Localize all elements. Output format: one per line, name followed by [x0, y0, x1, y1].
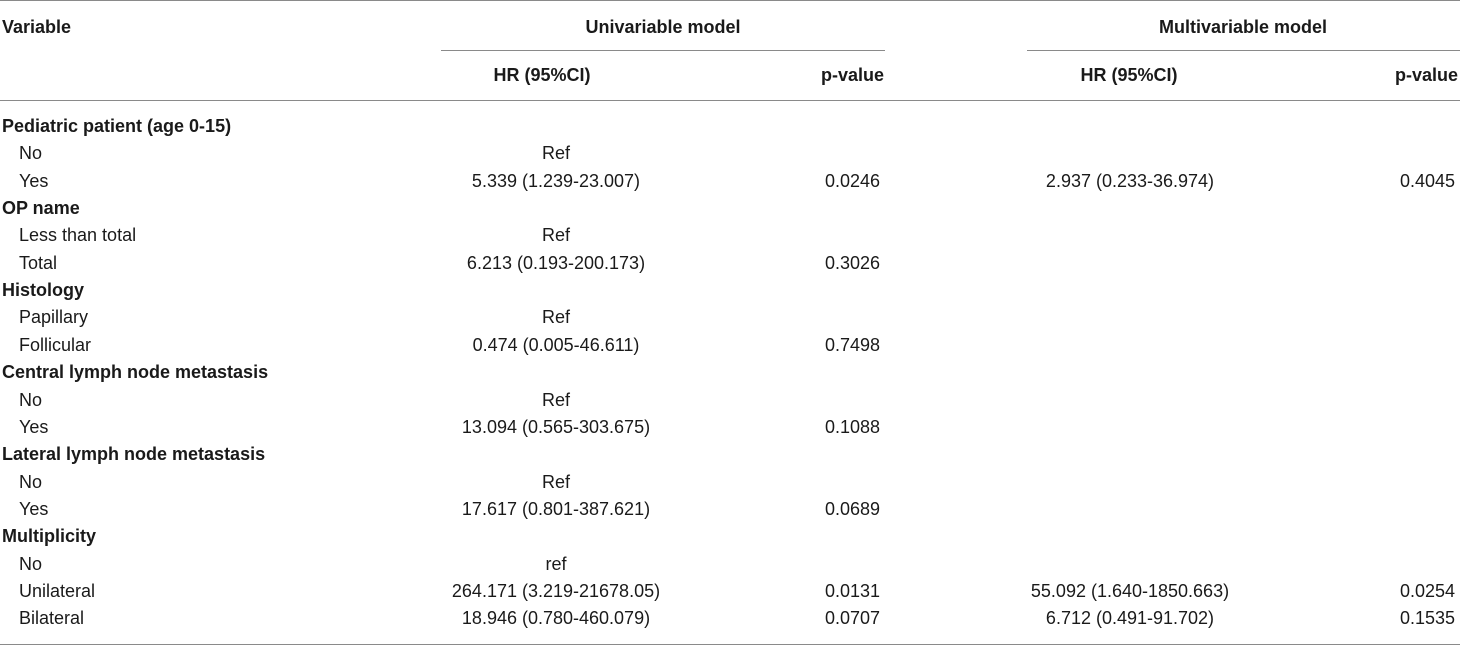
multi-hr-cell: 6.712 (0.491-91.702) [1045, 608, 1215, 629]
row-label: Papillary [19, 307, 89, 328]
multivariable-underline [1027, 50, 1460, 51]
group-title: Central lymph node metastasis [2, 362, 269, 383]
row-label: Unilateral [19, 581, 96, 601]
row-label: Yes [19, 416, 49, 437]
multi-pvalue-cell: 0.1535 [1399, 608, 1455, 629]
row-label: Total [19, 252, 58, 273]
uni-hr-cell: 18.946 (0.780-460.079) [461, 608, 651, 629]
uni-hr-cell: 0.474 (0.005-46.611) [472, 334, 640, 355]
uni-hr-cell: 13.094 (0.565-303.675) [461, 416, 651, 437]
row-label: Less than total [19, 225, 137, 246]
group-title: Lateral lymph node metastasis [2, 444, 266, 465]
row-label: Yes [19, 498, 49, 519]
uni-pvalue-cell: 0.0707 [824, 608, 880, 629]
uni-hr-cell: 17.617 (0.801-387.621) [461, 498, 651, 519]
header-uni-hr: HR (95%CI) [493, 65, 591, 85]
header-univariable: Univariable model [585, 17, 741, 37]
row-label: No [19, 471, 43, 492]
uni-hr-cell: 6.213 (0.193-200.173) [466, 252, 646, 273]
uni-hr-cell: 5.339 (1.239-23.007) [471, 170, 641, 191]
header-variable: Variable [2, 17, 72, 37]
uni-hr-cell: 264.171 (3.219-21678.05) [451, 581, 661, 601]
group-title: Histology [2, 280, 85, 301]
uni-hr-cell: Ref [541, 307, 571, 328]
uni-hr-cell: Ref [541, 143, 571, 164]
multi-pvalue-cell: 0.0254 [1399, 581, 1455, 601]
uni-pvalue-cell: 0.0689 [824, 498, 880, 519]
group-title: Multiplicity [2, 526, 96, 547]
multi-hr-cell: 2.937 (0.233-36.974) [1045, 170, 1215, 191]
uni-hr-cell: ref [545, 553, 567, 574]
header-bottom-rule [0, 100, 1460, 101]
header-multi-pvalue: p-value [1394, 65, 1458, 85]
row-label: No [19, 553, 43, 574]
uni-hr-cell: Ref [541, 389, 571, 410]
row-label: No [19, 389, 43, 410]
row-label: Follicular [19, 334, 92, 355]
row-label: Yes [19, 170, 49, 191]
group-title: Pediatric patient (age 0-15) [2, 116, 232, 136]
header-multi-hr: HR (95%CI) [1080, 65, 1178, 85]
univariable-underline [441, 50, 885, 51]
uni-pvalue-cell: 0.3026 [824, 252, 880, 273]
uni-pvalue-cell: 0.7498 [824, 334, 880, 355]
group-title: OP name [2, 198, 80, 218]
row-label: Bilateral [19, 608, 85, 629]
multi-pvalue-cell: 0.4045 [1399, 170, 1455, 191]
multi-hr-cell: 55.092 (1.640-1850.663) [1030, 581, 1230, 601]
row-label: No [19, 143, 43, 164]
uni-pvalue-cell: 0.1088 [824, 416, 880, 437]
uni-hr-cell: Ref [541, 471, 571, 492]
uni-hr-cell: Ref [541, 225, 571, 246]
top-rule [0, 0, 1460, 1]
header-uni-pvalue: p-value [820, 65, 884, 85]
header-multivariable: Multivariable model [1158, 17, 1328, 37]
uni-pvalue-cell: 0.0246 [824, 170, 880, 191]
uni-pvalue-cell: 0.0131 [824, 581, 880, 601]
